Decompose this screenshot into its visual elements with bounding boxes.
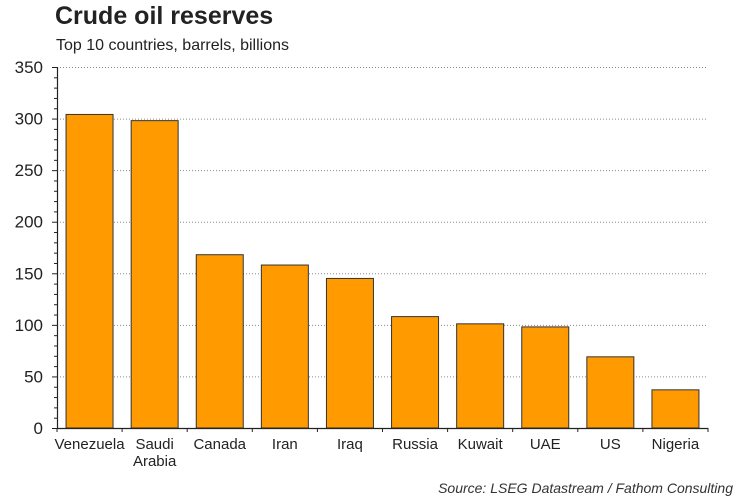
bar-5 — [391, 316, 440, 429]
y-tick-label: 0 — [34, 419, 43, 438]
y-tick-label: 250 — [15, 161, 43, 180]
axes — [52, 67, 709, 432]
tick-labels: 0 50 100 150 200 250 300 350 Venezuela Saudi Arabi… — [15, 58, 700, 470]
x-tick-label: Iran — [272, 436, 298, 453]
x-tick-label: Kuwait — [458, 436, 504, 453]
chart-title: Crude oil reserves — [55, 2, 274, 30]
y-tick-label: 200 — [15, 213, 43, 232]
bar-0 — [65, 113, 114, 429]
source-note: Source: LSEG Datastream / Fathom Consult… — [438, 480, 733, 496]
bar-3 — [260, 264, 309, 429]
bar-7 — [521, 326, 570, 429]
y-tick-label: 350 — [15, 58, 43, 77]
x-tick-label: Canada — [193, 436, 246, 453]
y-tick-label: 150 — [15, 264, 43, 283]
bar-1 — [130, 120, 179, 429]
x-tick-label: Saudi Arabia — [133, 436, 177, 470]
y-tick-label: 100 — [15, 316, 43, 335]
chart-subtitle: Top 10 countries, barrels, billions — [56, 37, 290, 54]
x-tick-label: Nigeria — [652, 436, 700, 453]
y-tick-label: 300 — [15, 110, 43, 129]
bar-2 — [195, 254, 244, 429]
bars — [65, 113, 700, 429]
x-tick-label: Iraq — [337, 436, 363, 453]
x-tick-label: Russia — [392, 436, 439, 453]
x-tick-label: Venezuela — [55, 436, 126, 453]
bar-4 — [325, 277, 374, 429]
bar-9 — [651, 389, 700, 429]
bar-8 — [586, 356, 635, 429]
bar-6 — [456, 323, 505, 429]
x-tick-label: US — [600, 436, 621, 453]
y-tick-label: 50 — [24, 367, 43, 386]
x-tick-label: UAE — [530, 436, 561, 453]
